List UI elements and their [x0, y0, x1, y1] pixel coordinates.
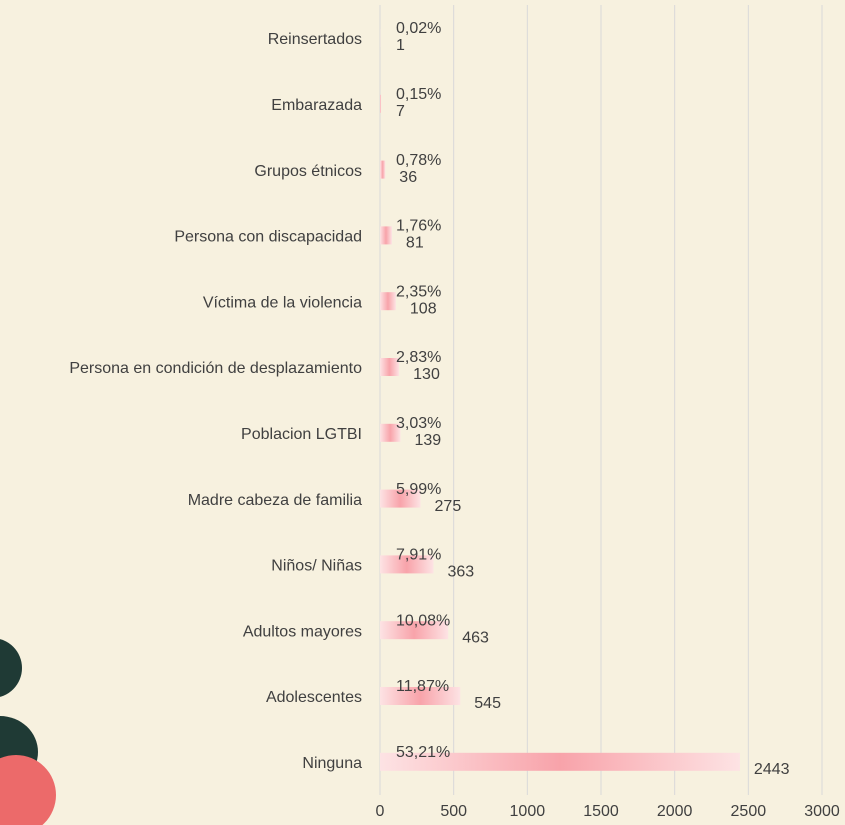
percent-label: 0,15% [396, 86, 441, 103]
bar [380, 489, 421, 508]
x-tick-label: 3000 [804, 803, 840, 820]
percent-label: 2,35% [396, 283, 441, 300]
category-label: Embarazada [271, 97, 362, 114]
category-label: Adultos mayores [243, 623, 362, 640]
value-label: 275 [435, 498, 462, 515]
bar [380, 687, 461, 705]
percent-label: 10,08% [396, 612, 450, 629]
category-label: Grupos étnicos [254, 163, 362, 180]
bar [380, 226, 392, 245]
percent-label: 11,87% [396, 678, 449, 695]
category-label: Persona en condición de desplazamiento [69, 360, 362, 377]
percent-label: 0,02% [396, 20, 441, 37]
category-label: Adolescentes [266, 689, 362, 706]
x-tick-label: 2500 [731, 803, 767, 820]
decoration [0, 755, 56, 825]
value-label: 363 [447, 564, 474, 581]
percent-label: 2,83% [396, 349, 441, 366]
value-label: 81 [406, 235, 424, 252]
percent-label: 7,91% [396, 547, 441, 564]
value-label: 108 [410, 300, 437, 317]
value-label: 545 [474, 695, 501, 712]
plot: Reinsertados 0,02%1 Embarazada 0,15%7 Grupos… [69, 20, 789, 778]
x-tick-label: 1500 [583, 803, 619, 820]
percent-label: 5,99% [396, 481, 441, 498]
category-label: Víctima de la violencia [203, 294, 362, 311]
x-tick-label: 0 [376, 803, 385, 820]
value-label: 130 [413, 366, 440, 383]
bar [380, 292, 396, 311]
value-label: 36 [399, 169, 417, 186]
bar [380, 555, 434, 574]
category-label: Madre cabeza de familia [188, 492, 362, 509]
value-label: 463 [462, 629, 489, 646]
category-label: Ninguna [302, 755, 362, 772]
x-tick-label: 500 [440, 803, 467, 820]
bar [380, 160, 386, 179]
bar [380, 358, 400, 376]
category-label: Persona con discapacidad [174, 229, 362, 246]
bar [380, 621, 449, 640]
value-label: 2443 [754, 761, 790, 778]
percent-label: 0,78% [396, 152, 441, 169]
x-tick-label: 1000 [510, 803, 546, 820]
category-label: Reinsertados [268, 31, 362, 48]
percent-label: 1,76% [396, 218, 441, 235]
bar [380, 752, 740, 771]
percent-label: 53,21% [396, 744, 450, 761]
grid: 0 500 1000 1500 2000 2500 3000 [376, 5, 840, 820]
bar [380, 423, 401, 442]
bar [380, 94, 382, 113]
category-label: Poblacion LGTBI [241, 426, 362, 443]
value-label: 1 [396, 37, 405, 54]
decoration [0, 639, 22, 697]
value-label: 7 [396, 103, 405, 120]
percent-label: 3,03% [396, 415, 441, 432]
x-tick-label: 2000 [657, 803, 693, 820]
category-label: Niños/ Niñas [271, 558, 362, 575]
value-label: 139 [414, 432, 441, 449]
